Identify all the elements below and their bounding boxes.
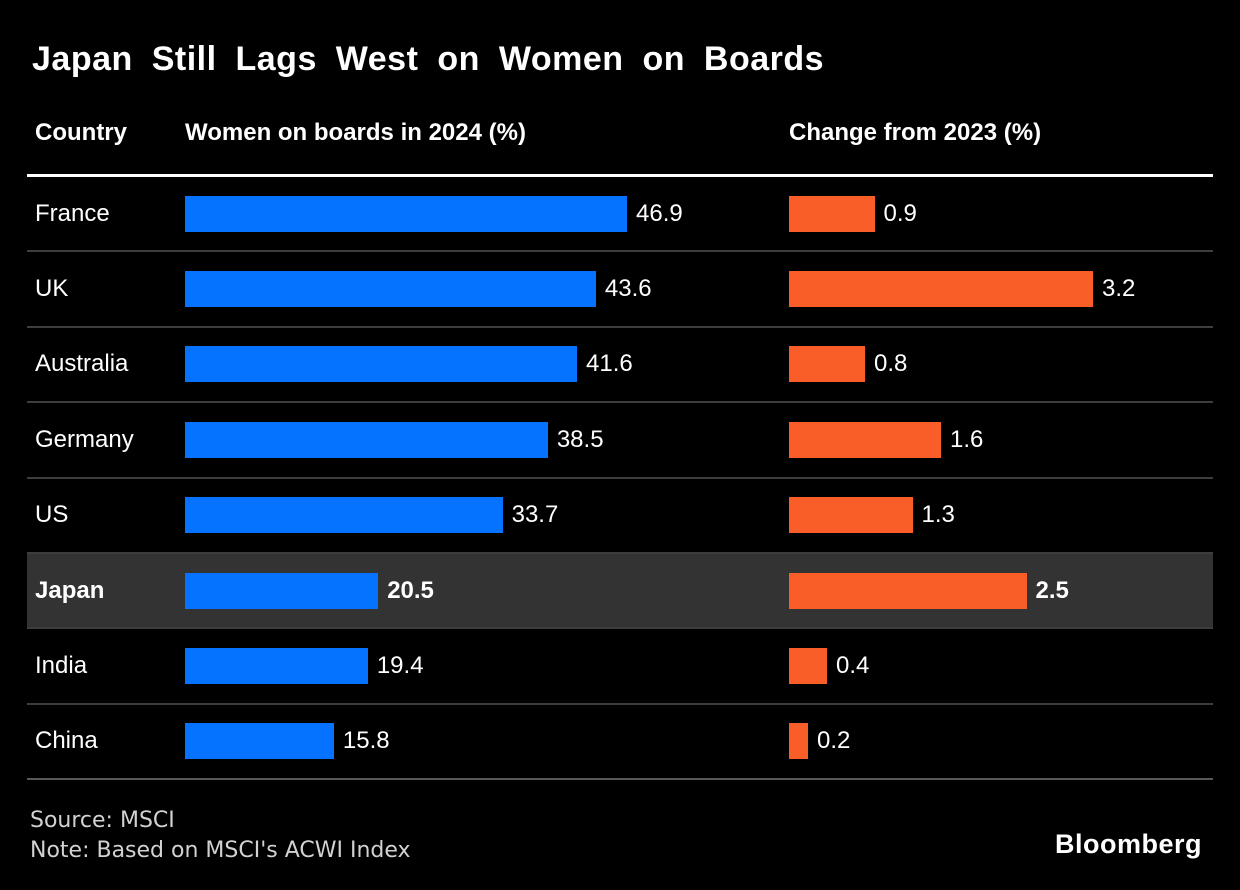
change-2023-value: 1.3 [921,501,955,529]
table-row: UK 43.6 3.2 [27,252,1213,328]
table-row: India 19.4 0.4 [27,629,1213,705]
change-2023-value: 2.5 [1035,576,1069,604]
change-2023-bar [789,421,941,458]
country-label: US [35,501,69,529]
women-2024-bar [185,723,334,760]
table-row: France 46.9 0.9 [27,177,1213,253]
header-rule [27,174,1213,177]
country-label: India [35,652,88,680]
source-line: Source: MSCI [30,808,175,833]
women-2024-value: 15.8 [342,727,390,755]
change-2023-value: 0.8 [874,350,908,378]
change-2023-value: 0.2 [817,727,851,755]
table-row: US 33.7 1.3 [27,479,1213,554]
women-2024-bar [185,346,578,383]
women-2024-value: 41.6 [586,350,633,378]
bloomberg-logo: Bloomberg [1054,829,1202,859]
column-header-change-2023: Change from 2023 (%) [789,119,1042,146]
change-2023-bar [789,195,875,232]
change-2023-value: 3.2 [1102,275,1136,303]
country-label: Australia [35,350,129,378]
change-2023-bar [789,271,1093,308]
women-2024-bar [185,195,627,232]
women-2024-bar [185,572,379,609]
table-row: Germany 38.5 1.6 [27,403,1213,479]
country-label: Japan [35,576,105,604]
country-label: Germany [35,425,134,453]
women-2024-bar [185,421,548,458]
change-2023-value: 0.9 [883,199,917,227]
source-note: Source: MSCI Note: Based on MSCI's ACWI … [30,806,411,866]
women-2024-value: 43.6 [604,275,652,303]
women-2024-value: 46.9 [636,199,683,227]
column-header-country: Country [35,119,127,146]
women-2024-value: 38.5 [556,425,604,453]
change-2023-bar [789,497,913,534]
change-2023-bar [789,346,865,383]
women-2024-value: 33.7 [511,501,559,529]
table-row: China 15.8 0.2 [27,705,1213,781]
women-2024-bar [185,271,596,308]
change-2023-value: 1.6 [950,425,984,453]
women-2024-bar [185,648,368,685]
change-2023-value: 0.4 [836,652,870,680]
country-label: UK [35,275,69,303]
note-line: Note: Based on MSCI's ACWI Index [30,838,411,863]
change-2023-bar [789,648,827,685]
table-row: Australia 41.6 0.8 [27,328,1213,404]
country-label: China [35,727,98,755]
column-header-women-2024: Women on boards in 2024 (%) [185,119,526,146]
change-2023-bar [789,572,1027,609]
bar-table: France 46.9 0.9 UK 43.6 3.2 Australia 41… [27,177,1213,781]
women-2024-bar [185,497,503,534]
country-label: France [35,199,110,227]
table-row: Japan 20.5 2.5 [27,553,1213,630]
women-2024-value: 19.4 [376,652,424,680]
change-2023-bar [789,723,808,760]
women-2024-value: 20.5 [387,576,434,604]
chart-title: Japan Still Lags West on Women on Boards [32,40,825,78]
